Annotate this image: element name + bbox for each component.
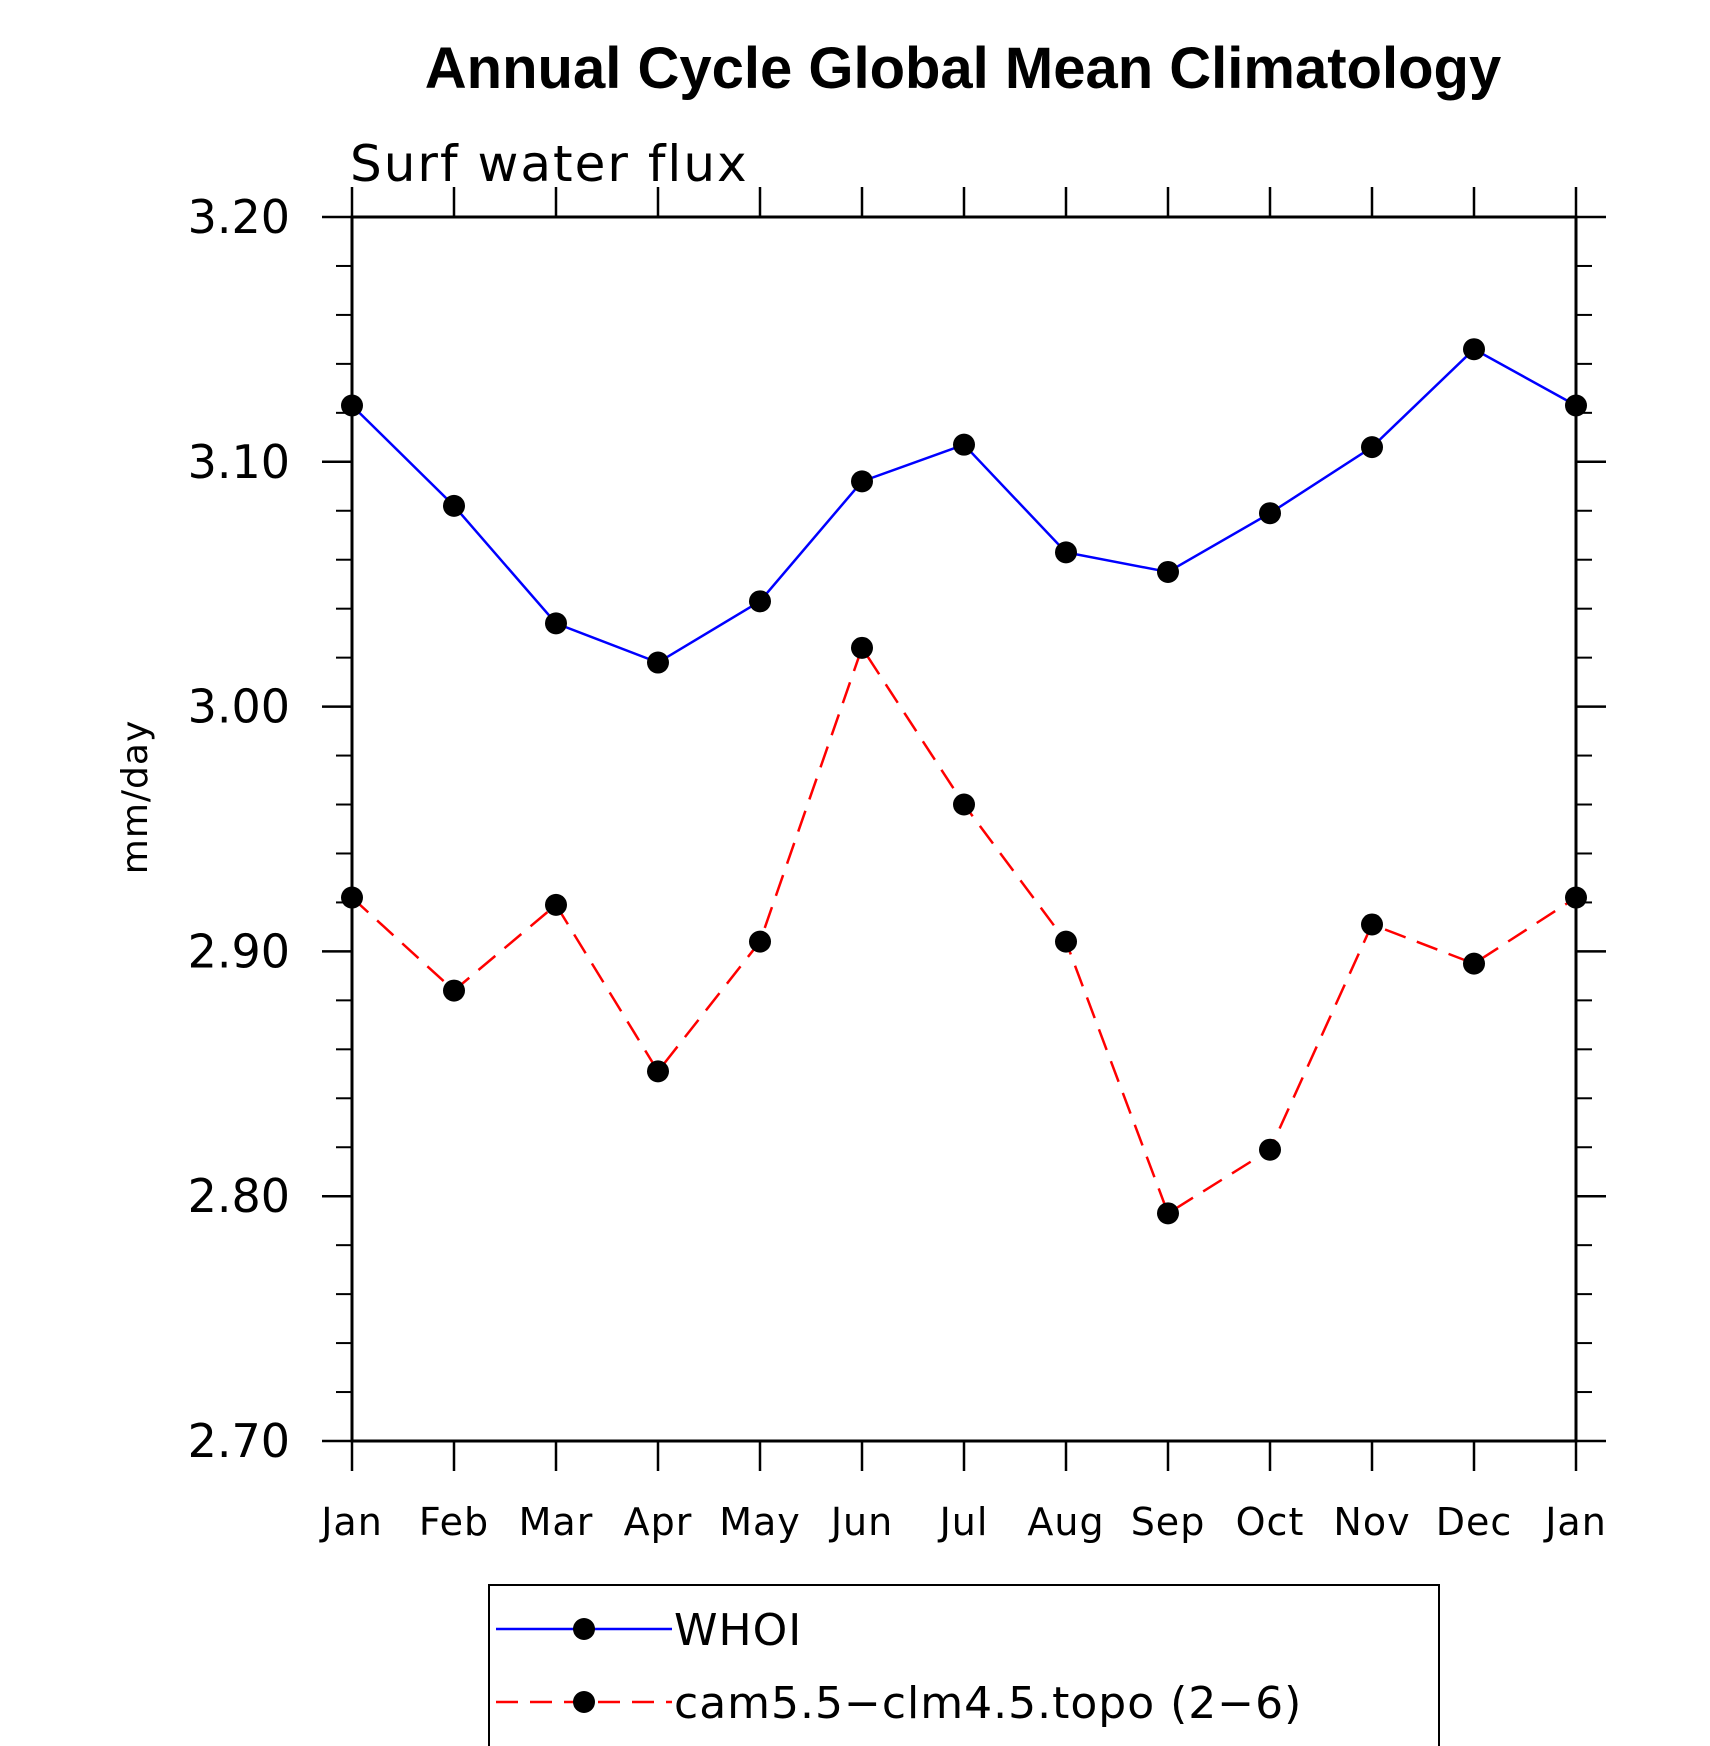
series-0-point [851, 470, 873, 493]
chart-title: Annual Cycle Global Mean Climatology [425, 36, 1501, 101]
series-1-point [1055, 930, 1077, 953]
series-0-point [341, 394, 363, 417]
series-0-point [545, 612, 567, 635]
y-tick-label: 3.20 [188, 190, 290, 244]
legend-marker-cam [573, 1691, 595, 1713]
series-0-point [1565, 394, 1587, 417]
x-tick-label: Jun [829, 1500, 893, 1544]
series-0-point [1463, 338, 1485, 361]
x-tick-label: Aug [1027, 1500, 1104, 1544]
x-tick-label: May [719, 1500, 801, 1544]
series-1-point [851, 636, 873, 659]
y-tick-label: 2.70 [188, 1414, 290, 1468]
y-axis-label: mm/day [115, 720, 156, 874]
legend-box [488, 1584, 1440, 1746]
x-tick-label: Oct [1236, 1500, 1305, 1544]
series-1-point [1259, 1138, 1281, 1161]
series-0-point [1157, 560, 1179, 583]
series-1-point [749, 930, 771, 953]
x-tick-label: Jan [1543, 1500, 1607, 1544]
series-1-point [1157, 1202, 1179, 1225]
series-0-point [749, 590, 771, 613]
series-1-point [1565, 886, 1587, 909]
series-layer [341, 338, 1587, 1225]
legend-marker-whoi [573, 1618, 595, 1640]
series-1-point [1361, 913, 1383, 936]
series-1-point [953, 793, 975, 816]
x-tick-label: Feb [419, 1500, 489, 1544]
series-0-point [1055, 541, 1077, 564]
series-0-point [1259, 502, 1281, 525]
series-0-point [647, 651, 669, 674]
y-tick-label: 3.00 [188, 680, 290, 734]
series-line-0 [351, 347, 1577, 664]
chart-subtitle: Surf water flux [350, 135, 749, 193]
x-tick-labels: Jan Feb Mar Apr May Jun Jul Aug Sep Oct Nov Dec Jan [319, 1500, 1607, 1544]
x-tick-label: Sep [1131, 1500, 1206, 1544]
series-1-point [647, 1060, 669, 1083]
series-0-point [953, 433, 975, 456]
y-tick-labels: 2.70 2.80 2.90 3.00 3.10 3.20 [188, 190, 290, 1468]
y-tick-label: 2.90 [188, 924, 290, 978]
series-1-point [443, 979, 465, 1002]
axis-ticks [322, 187, 1606, 1471]
legend: WHOI cam5.5−clm4.5.topo (2−6) [488, 1584, 1440, 1746]
y-tick-label: 3.10 [188, 435, 290, 489]
series-1-point [341, 886, 363, 909]
x-tick-label: Jan [319, 1500, 383, 1544]
legend-label-whoi: WHOI [674, 1605, 802, 1656]
plot-frame [350, 215, 1578, 1443]
x-tick-label: Nov [1333, 1500, 1410, 1544]
series-1-point [1463, 952, 1485, 975]
x-tick-label: Mar [519, 1500, 594, 1544]
series-0-point [443, 494, 465, 517]
series-0-point [1361, 436, 1383, 459]
series-1-point [545, 893, 567, 916]
x-tick-label: Dec [1436, 1500, 1513, 1544]
series-line-1 [351, 645, 1577, 1216]
legend-label-cam: cam5.5−clm4.5.topo (2−6) [674, 1678, 1302, 1729]
x-tick-label: Jul [938, 1500, 989, 1544]
x-tick-label: Apr [624, 1500, 693, 1544]
y-tick-label: 2.80 [188, 1169, 290, 1223]
